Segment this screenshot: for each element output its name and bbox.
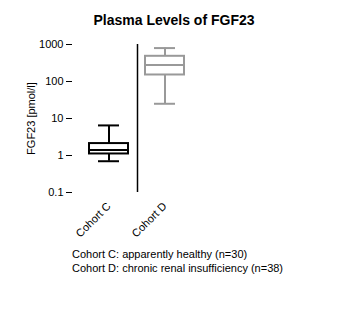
html-text:Cohort D: chronic renal insuff: Cohort D: chronic renal insufficiency (n…: [72, 262, 283, 274]
svg-text:FGF23 [pmol/l]: FGF23 [pmol/l]: [25, 82, 37, 155]
html-text:Plasma Levels of FGF23: Plasma Levels of FGF23: [93, 12, 255, 28]
svg-text:1: 1: [57, 149, 63, 161]
svg-text:100: 100: [45, 75, 63, 87]
svg-text:10: 10: [51, 112, 63, 124]
svg-text:0.1: 0.1: [48, 186, 63, 198]
svg-text:Cohort D: Cohort D: [129, 200, 169, 240]
svg-text:1000: 1000: [39, 38, 63, 50]
svg-text:Cohort C: Cohort C: [73, 200, 113, 240]
html-text:Cohort C: apparently healthy (: Cohort C: apparently healthy (n=30): [72, 248, 248, 260]
